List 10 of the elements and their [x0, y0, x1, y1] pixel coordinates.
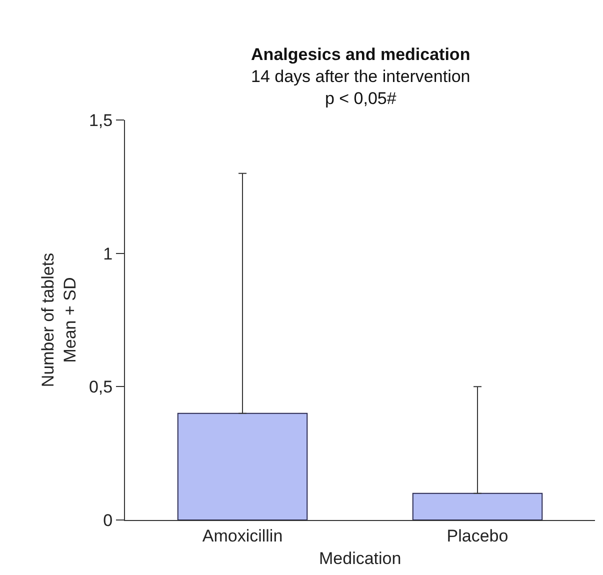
chart-subtitle: 14 days after the intervention p < 0,05# [251, 67, 470, 108]
x-tick-label: Amoxicillin [202, 526, 283, 546]
x-tick-label: Placebo [446, 526, 508, 546]
x-axis-title: Medication [319, 549, 402, 568]
y-axis-title: Number of tablets Mean + SD [38, 252, 80, 388]
y-tick-label: 0,5 [88, 378, 113, 397]
chart-title: Analgesics and medication [251, 45, 470, 64]
y-tick-label: 1 [103, 244, 113, 264]
y-tick-label: 1,5 [88, 110, 113, 130]
y-tick-label: 0 [103, 510, 113, 530]
